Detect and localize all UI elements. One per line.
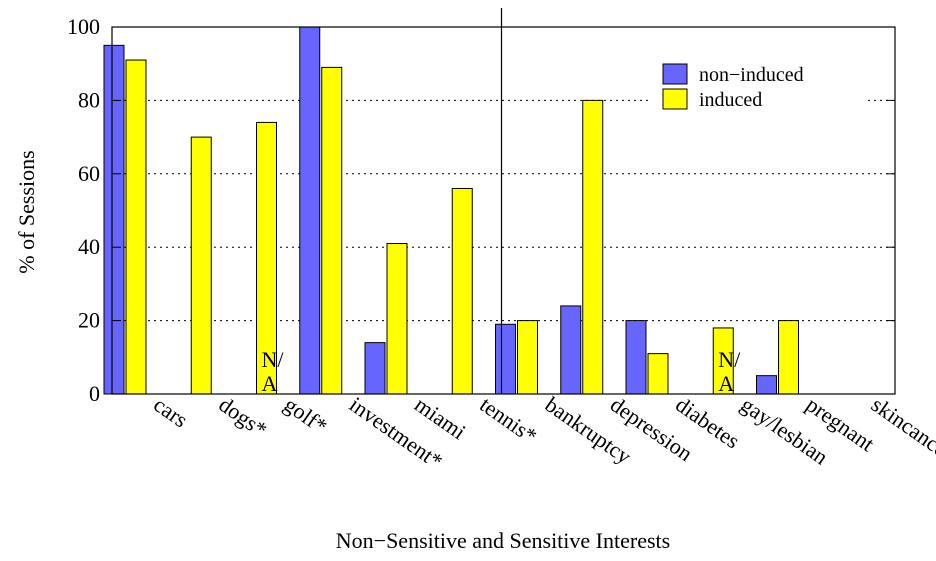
annotations: N/AN/A (262, 347, 742, 396)
bar-non-induced (560, 305, 582, 395)
y-tick-label: 80 (78, 87, 100, 112)
legend-label-induced: induced (699, 89, 762, 111)
bar-induced (582, 99, 604, 395)
bar-induced (386, 243, 408, 395)
y-axis-title: % of Sessions (14, 150, 39, 273)
na-annotation: N/ (262, 347, 285, 372)
bar-non-induced (495, 323, 516, 395)
legend-label-non-induced: non−induced (699, 64, 804, 86)
legend-swatch-induced (662, 88, 688, 110)
na-annotation: A (262, 371, 278, 396)
x-tick-label: tennis* (475, 392, 541, 449)
bar-non-induced (103, 44, 125, 395)
na-annotation: A (718, 371, 734, 396)
bar-non-induced (299, 26, 321, 395)
bar-non-induced (625, 320, 647, 395)
y-tick-label: 0 (89, 381, 100, 406)
x-tick-label: cars (149, 392, 192, 433)
legend-swatch-non-induced (662, 63, 688, 85)
grid-lines (112, 99, 895, 322)
x-tick-label: dogs* (214, 392, 271, 443)
y-tick-label: 60 (78, 161, 100, 186)
y-tick-label: 40 (78, 234, 100, 259)
bar-non-induced (364, 342, 386, 395)
na-annotation: N/ (718, 347, 741, 372)
bar-non-induced (756, 375, 777, 395)
bar-induced (321, 66, 343, 395)
plot-border (111, 26, 896, 395)
bars (103, 26, 799, 395)
legend: non−induced induced (652, 51, 867, 116)
y-tick-label: 100 (67, 14, 100, 39)
bar-induced (125, 59, 147, 395)
x-tick-label: golf* (280, 392, 332, 439)
bar-induced (517, 320, 538, 395)
plot-frame (111, 8, 896, 395)
x-tick-label: skincancer (867, 392, 936, 467)
bar-induced (647, 353, 669, 395)
y-axis: 0 20 40 60 80 100 (67, 14, 895, 406)
y-tick-label: 20 (78, 308, 100, 333)
legend-box (652, 51, 867, 116)
x-axis: cars dogs* golf* investment*miami tennis*ban… (149, 392, 936, 474)
bar-induced (451, 187, 473, 395)
x-axis-title: Non−Sensitive and Sensitive Interests (336, 528, 670, 553)
bar-induced (190, 136, 212, 395)
bar-induced (778, 320, 799, 395)
